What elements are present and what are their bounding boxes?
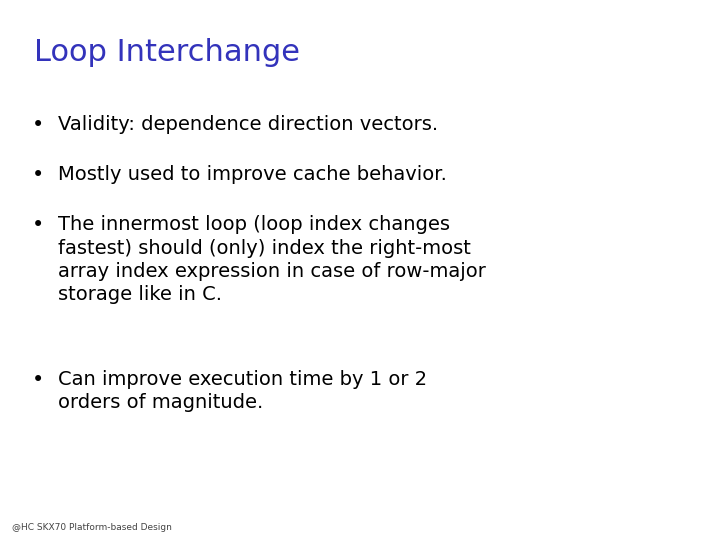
Text: •: • xyxy=(32,370,44,390)
Text: •: • xyxy=(32,115,44,135)
Text: •: • xyxy=(32,215,44,235)
Text: Validity: dependence direction vectors.: Validity: dependence direction vectors. xyxy=(58,115,438,134)
Text: The innermost loop (loop index changes
fastest) should (only) index the right-mo: The innermost loop (loop index changes f… xyxy=(58,215,486,305)
Text: •: • xyxy=(32,165,44,185)
Text: Loop Interchange: Loop Interchange xyxy=(34,38,300,67)
Text: Mostly used to improve cache behavior.: Mostly used to improve cache behavior. xyxy=(58,165,447,184)
Text: @HC SKX70 Platform-based Design: @HC SKX70 Platform-based Design xyxy=(12,523,172,532)
Text: Can improve execution time by 1 or 2
orders of magnitude.: Can improve execution time by 1 or 2 ord… xyxy=(58,370,427,413)
